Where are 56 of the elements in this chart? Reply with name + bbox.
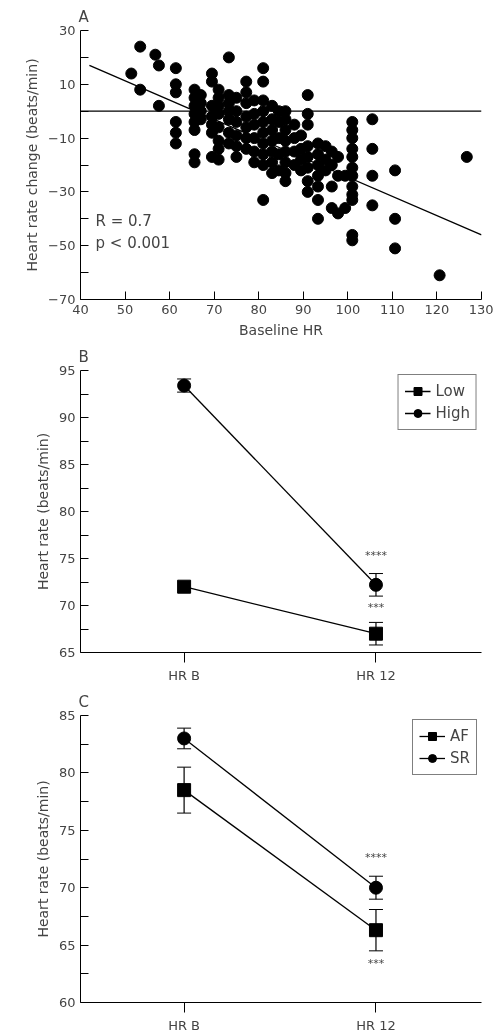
x-axis-title: Baseline HR bbox=[238, 321, 324, 338]
y-tick-label: 85 bbox=[58, 457, 76, 472]
point bbox=[368, 577, 383, 592]
x-tick-label: HR 12 bbox=[356, 1017, 396, 1033]
y-tick-label: −10 bbox=[48, 130, 76, 146]
legend-label: Low bbox=[435, 382, 466, 400]
x-tick-label: 50 bbox=[116, 301, 134, 317]
point bbox=[368, 923, 383, 938]
y-tick-label: 80 bbox=[58, 504, 76, 519]
x-tick-label: 130 bbox=[468, 301, 493, 317]
y-tick-label: 30 bbox=[58, 23, 76, 38]
x-tick-label: HR B bbox=[168, 1017, 201, 1033]
point bbox=[177, 731, 192, 746]
legend-label: High bbox=[435, 404, 470, 422]
y-tick-label: 75 bbox=[58, 822, 76, 838]
annotation: *** bbox=[367, 601, 385, 615]
y-axis-title: Heart rate change (beats/min) bbox=[24, 58, 41, 272]
x-tick-label: 120 bbox=[424, 301, 450, 317]
y-tick-label: −50 bbox=[48, 238, 76, 254]
x-tick-label: 70 bbox=[205, 301, 223, 317]
annotation: R = 0.7 bbox=[95, 211, 152, 230]
annotation: p < 0.001 bbox=[95, 233, 171, 252]
annotation: *** bbox=[367, 956, 385, 970]
y-tick-label: 95 bbox=[58, 363, 76, 378]
y-tick-label: 65 bbox=[58, 645, 76, 660]
x-tick-label: 110 bbox=[379, 301, 405, 317]
point bbox=[177, 579, 192, 594]
y-tick-label: 70 bbox=[58, 880, 76, 896]
annotation: **** bbox=[364, 851, 388, 865]
y-axis-title: Heart rate (beats/min) bbox=[34, 432, 51, 591]
point bbox=[177, 783, 192, 798]
legend-label: AF bbox=[450, 727, 470, 745]
point bbox=[368, 626, 383, 641]
y-axis-title: Heart rate (beats/min) bbox=[34, 780, 51, 938]
chart-title: C bbox=[78, 692, 89, 711]
x-tick-label: HR B bbox=[168, 667, 201, 683]
y-tick-label: 60 bbox=[58, 995, 76, 1010]
x-tick-label: HR 12 bbox=[356, 667, 396, 683]
y-tick-label: 85 bbox=[58, 708, 76, 723]
x-tick-label: 80 bbox=[250, 301, 267, 317]
chart-title: B bbox=[78, 347, 89, 366]
y-tick-label: −70 bbox=[48, 292, 76, 307]
legend-label: SR bbox=[450, 749, 470, 767]
y-tick-label: 70 bbox=[58, 598, 76, 613]
y-tick-label: 90 bbox=[58, 410, 76, 425]
y-tick-label: 75 bbox=[58, 551, 76, 566]
y-tick-label: 10 bbox=[58, 76, 76, 92]
x-tick-label: 60 bbox=[161, 301, 178, 317]
chart-title: A bbox=[78, 7, 90, 26]
y-tick-label: 65 bbox=[58, 937, 76, 953]
y-tick-label: 80 bbox=[58, 765, 76, 781]
x-tick-label: 100 bbox=[335, 301, 361, 317]
y-tick-label: −30 bbox=[48, 184, 76, 200]
annotation: **** bbox=[364, 548, 388, 562]
point bbox=[368, 880, 383, 895]
x-tick-label: 90 bbox=[295, 301, 312, 317]
